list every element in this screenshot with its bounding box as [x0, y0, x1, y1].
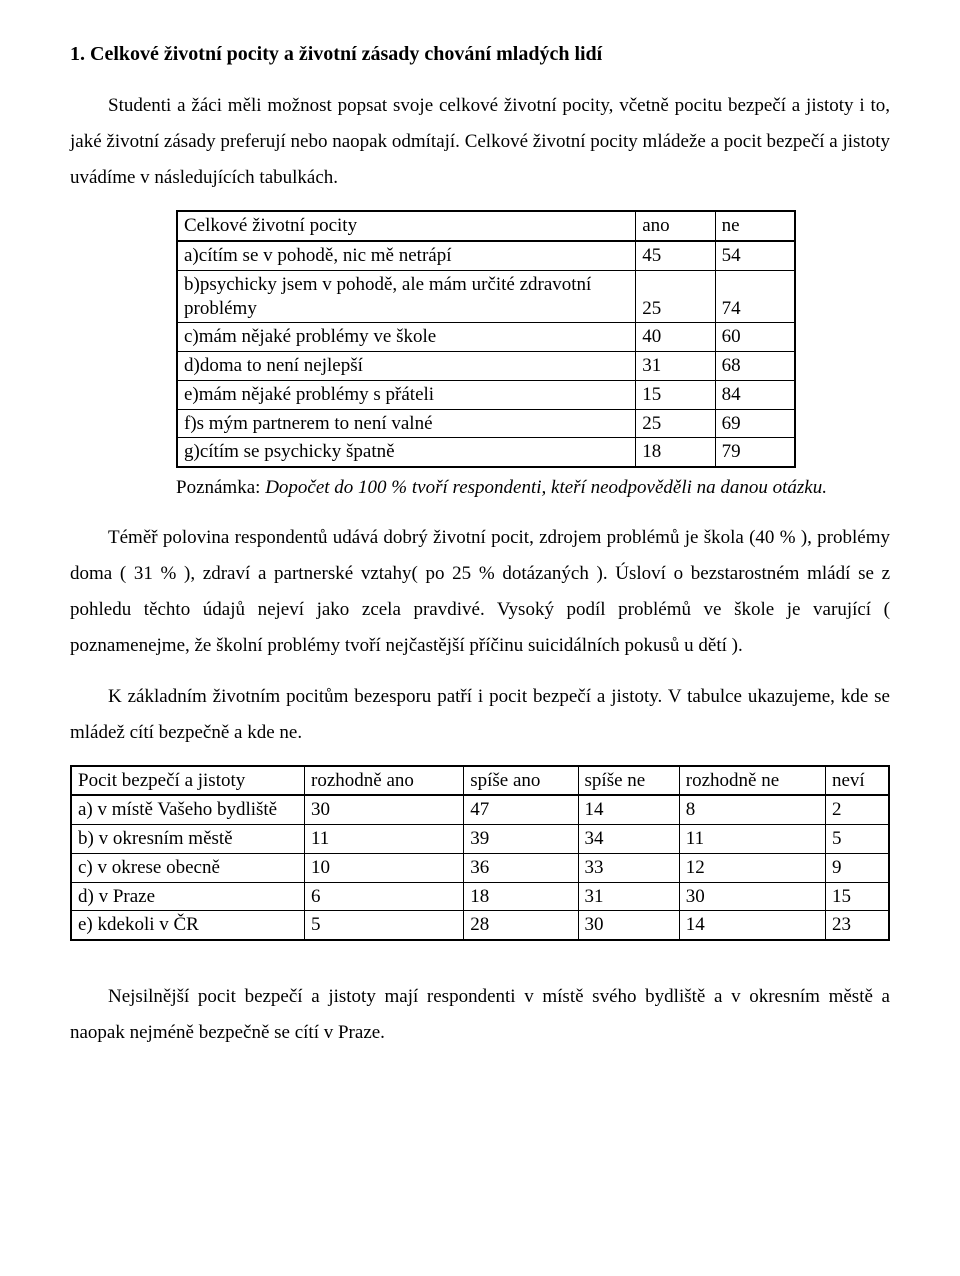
table-cell-label: e)mám nějaké problémy s přáteli — [177, 380, 636, 409]
table-cell-value: 79 — [715, 438, 795, 467]
table-cell-value: 40 — [636, 323, 715, 352]
table-cell-value: 33 — [578, 853, 679, 882]
table-header-ano: ano — [636, 211, 715, 241]
table-cell-label: b) v okresním městě — [71, 825, 305, 854]
table-cell-value: 60 — [715, 323, 795, 352]
table-cell-label: g)cítím se psychicky špatně — [177, 438, 636, 467]
section-heading: 1. Celkové životní pocity a životní zása… — [70, 40, 890, 68]
table-cell-label: c) v okrese obecně — [71, 853, 305, 882]
table-cell-value: 14 — [578, 795, 679, 824]
table-cell-label: d) v Praze — [71, 882, 305, 911]
note-italic: Dopočet do 100 % tvoří respondenti, kteř… — [265, 477, 827, 498]
table-header-ne: ne — [715, 211, 795, 241]
table-row: a)cítím se v pohodě, nic mě netrápí 45 5… — [177, 241, 795, 270]
table-cell-value: 36 — [464, 853, 578, 882]
table-cell-value: 6 — [305, 882, 464, 911]
table-cell-value: 31 — [578, 882, 679, 911]
table-cell-value: 68 — [715, 352, 795, 381]
table-cell-label: a) v místě Vašeho bydliště — [71, 795, 305, 824]
table-cell-label: e) kdekoli v ČR — [71, 911, 305, 940]
table-row: f)s mým partnerem to není valné 25 69 — [177, 409, 795, 438]
table-cell-value: 12 — [679, 853, 825, 882]
table-header: spíše ne — [578, 766, 679, 796]
table-cell-value: 31 — [636, 352, 715, 381]
table-header: spíše ano — [464, 766, 578, 796]
table-row: e) kdekoli v ČR 5 28 30 14 23 — [71, 911, 889, 940]
table-cell-value: 39 — [464, 825, 578, 854]
table-cell-value: 28 — [464, 911, 578, 940]
table-header-label: Celkové životní pocity — [177, 211, 636, 241]
table-safety: Pocit bezpečí a jistoty rozhodně ano spí… — [70, 765, 890, 942]
table-row: b) v okresním městě 11 39 34 11 5 — [71, 825, 889, 854]
table-cell-value: 25 — [636, 270, 715, 323]
table-cell-value: 15 — [825, 882, 889, 911]
table-cell-value: 10 — [305, 853, 464, 882]
table-cell-label: a)cítím se v pohodě, nic mě netrápí — [177, 241, 636, 270]
body-paragraph: Nejsilnější pocit bezpečí a jistoty mají… — [70, 979, 890, 1051]
table-cell-value: 47 — [464, 795, 578, 824]
table-cell-value: 23 — [825, 911, 889, 940]
table-row: a) v místě Vašeho bydliště 30 47 14 8 2 — [71, 795, 889, 824]
table-cell-label: d)doma to není nejlepší — [177, 352, 636, 381]
table-cell-value: 84 — [715, 380, 795, 409]
table-cell-value: 54 — [715, 241, 795, 270]
table-cell-value: 11 — [305, 825, 464, 854]
table-row: c)mám nějaké problémy ve škole 40 60 — [177, 323, 795, 352]
intro-paragraph: Studenti a žáci měli možnost popsat svoj… — [70, 88, 890, 196]
table-row: Pocit bezpečí a jistoty rozhodně ano spí… — [71, 766, 889, 796]
table-row: Celkové životní pocity ano ne — [177, 211, 795, 241]
table-note: Poznámka: Dopočet do 100 % tvoří respond… — [176, 470, 890, 506]
table-row: d) v Praze 6 18 31 30 15 — [71, 882, 889, 911]
table-cell-value: 5 — [305, 911, 464, 940]
table-life-feelings: Celkové životní pocity ano ne a)cítím se… — [176, 210, 796, 468]
table-cell-value: 9 — [825, 853, 889, 882]
table-cell-value: 30 — [305, 795, 464, 824]
table-cell-label: b)psychicky jsem v pohodě, ale mám určit… — [177, 270, 636, 323]
table-cell-value: 15 — [636, 380, 715, 409]
table-cell-value: 34 — [578, 825, 679, 854]
body-paragraph: Téměř polovina respondentů udává dobrý ž… — [70, 520, 890, 664]
table-row: d)doma to není nejlepší 31 68 — [177, 352, 795, 381]
table-header-label: Pocit bezpečí a jistoty — [71, 766, 305, 796]
table-cell-value: 18 — [636, 438, 715, 467]
table-cell-value: 8 — [679, 795, 825, 824]
table-cell-label: f)s mým partnerem to není valné — [177, 409, 636, 438]
table-row: c) v okrese obecně 10 36 33 12 9 — [71, 853, 889, 882]
table-cell-value: 14 — [679, 911, 825, 940]
table-cell-value: 30 — [679, 882, 825, 911]
table-cell-value: 5 — [825, 825, 889, 854]
table-row: g)cítím se psychicky špatně 18 79 — [177, 438, 795, 467]
table-cell-value: 25 — [636, 409, 715, 438]
table-header: neví — [825, 766, 889, 796]
body-paragraph: K základním životním pocitům bezesporu p… — [70, 679, 890, 751]
table-cell-value: 69 — [715, 409, 795, 438]
table-cell-value: 74 — [715, 270, 795, 323]
table-cell-label: c)mám nějaké problémy ve škole — [177, 323, 636, 352]
table-cell-value: 11 — [679, 825, 825, 854]
table-cell-value: 18 — [464, 882, 578, 911]
table-row: e)mám nějaké problémy s přáteli 15 84 — [177, 380, 795, 409]
table-header: rozhodně ne — [679, 766, 825, 796]
table-header: rozhodně ano — [305, 766, 464, 796]
table-cell-value: 30 — [578, 911, 679, 940]
document-page: 1. Celkové životní pocity a životní zása… — [0, 0, 960, 1276]
table-cell-value: 2 — [825, 795, 889, 824]
table-row: b)psychicky jsem v pohodě, ale mám určit… — [177, 270, 795, 323]
table-cell-value: 45 — [636, 241, 715, 270]
note-lead: Poznámka: — [176, 477, 265, 498]
